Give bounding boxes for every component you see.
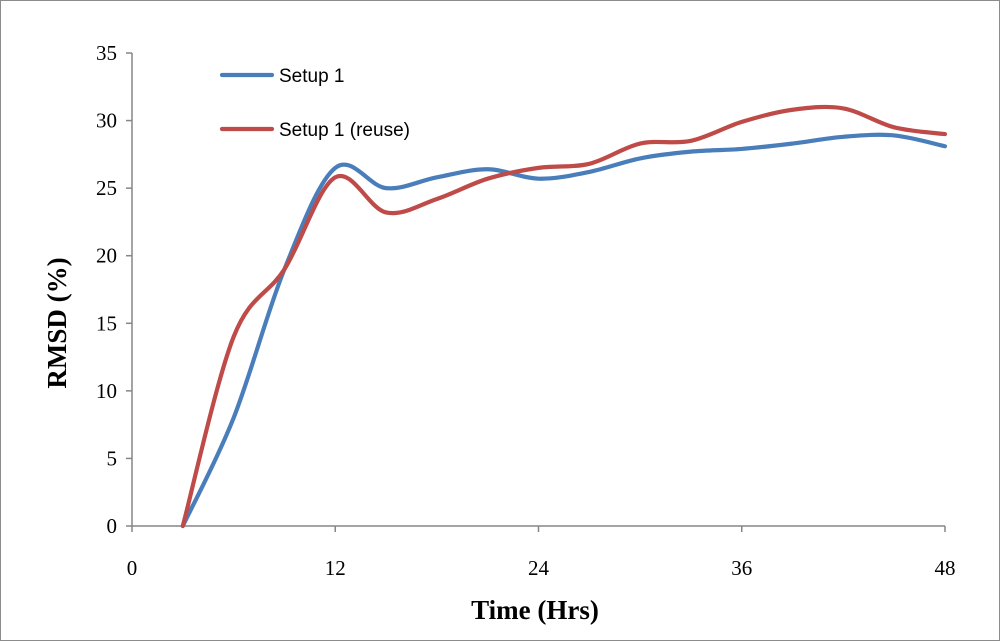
x-tick-label: 12 [325,556,346,580]
y-tick-label: 15 [96,311,117,335]
x-axis-title: Time (Hrs) [471,595,599,625]
y-tick-label: 20 [96,244,117,268]
y-tick-label: 0 [107,514,118,538]
x-tick-label: 0 [127,556,138,580]
legend-label-2: Setup 1 (reuse) [279,120,410,141]
y-ticks: 0 5 10 15 20 25 30 35 [96,41,132,538]
x-ticks: 0 12 24 36 48 [127,526,956,580]
series-line-2 [180,104,948,529]
y-axis-title: RMSD (%) [42,257,72,388]
y-tick-label: 35 [96,41,117,65]
y-tick-label: 5 [107,446,118,470]
x-tick-label: 36 [731,556,752,580]
legend: Setup 1 Setup 1 (reuse) [219,66,410,141]
y-tick-label: 30 [96,109,117,133]
y-tick-label: 10 [96,379,117,403]
x-tick-label: 48 [935,556,956,580]
y-tick-label: 25 [96,176,117,200]
x-tick-label: 24 [528,556,550,580]
series-layer [180,104,948,529]
legend-label-1: Setup 1 [279,66,345,87]
axes [131,53,945,527]
series-line-1 [180,132,948,529]
